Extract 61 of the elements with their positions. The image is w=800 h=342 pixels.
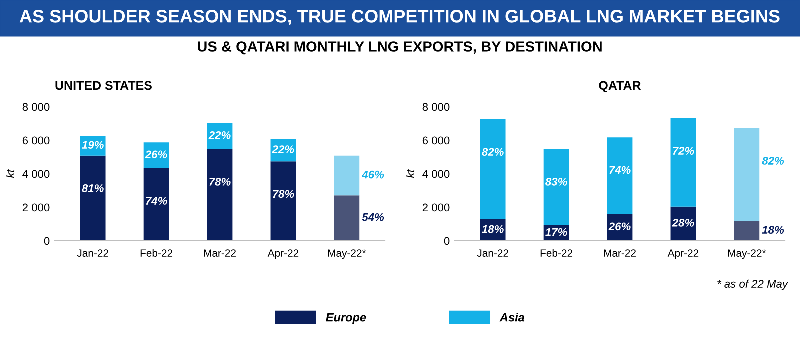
- y-tick-label: 0: [44, 237, 50, 246]
- chart-title: UNITED STATES: [56, 81, 152, 90]
- annotation: 81%: [82, 184, 104, 192]
- annotation: 74%: [610, 166, 631, 174]
- x-tick-label: May-22*: [728, 250, 766, 260]
- y-tick-label: 6 000: [22, 136, 50, 145]
- bar: [607, 138, 633, 214]
- y-tick-label: 8 000: [22, 103, 50, 112]
- y-tick-label: 8 000: [422, 103, 450, 112]
- x-tick-label: Mar-22: [604, 250, 636, 257]
- annotation: 26%: [608, 222, 631, 231]
- x-tick-label: Jan-22: [477, 250, 508, 257]
- x-tick-label: May-22*: [328, 250, 366, 260]
- chart-title: QATAR: [599, 81, 642, 92]
- y-tick-label: 4 000: [22, 170, 50, 178]
- bar: [734, 128, 760, 222]
- annotation: 19%: [82, 141, 104, 150]
- bar: [207, 149, 233, 241]
- bar: [270, 162, 296, 241]
- text: AS SHOULDER SEASON ENDS, TRUE COMPETITION IN GLOBAL LNG MARKET BEGINS: [20, 10, 780, 26]
- annotation: 82%: [762, 157, 784, 165]
- x-tick-label: Jan-22: [77, 250, 108, 257]
- annotation: 78%: [273, 190, 294, 198]
- bar: [544, 149, 570, 226]
- bar: [144, 168, 170, 241]
- text: US & QATARI MONTHLY LNG EXPORTS, BY DESTINATION: [198, 42, 602, 55]
- bar: [334, 196, 360, 241]
- bar: [80, 156, 106, 241]
- annotation: 22%: [272, 146, 294, 154]
- bar: [480, 120, 506, 220]
- y-tick-label: 2 000: [22, 204, 50, 212]
- annotation: 83%: [546, 178, 568, 186]
- y-axis-title: kt: [6, 169, 15, 178]
- y-tick-label: 6 000: [422, 136, 450, 145]
- y-tick-label: 0: [444, 237, 450, 246]
- annotation: 74%: [146, 197, 168, 205]
- annotation: 72%: [673, 147, 694, 156]
- annotation: 28%: [672, 219, 694, 227]
- text: * as of 22 May: [718, 280, 789, 290]
- legend-label: Europe: [326, 314, 366, 324]
- annotation: 18%: [762, 226, 784, 234]
- annotation: 54%: [362, 213, 384, 222]
- x-tick-label: Apr-22: [668, 250, 699, 260]
- bar: [734, 221, 760, 241]
- y-axis-title: kt: [406, 169, 415, 178]
- annotation: 26%: [145, 150, 168, 159]
- y-tick-label: 2 000: [422, 204, 450, 212]
- annotation: 17%: [546, 228, 568, 236]
- x-tick-label: Apr-22: [268, 250, 299, 260]
- x-tick-label: Mar-22: [204, 250, 236, 257]
- bar: [334, 156, 360, 196]
- annotation: 46%: [362, 170, 384, 179]
- annotation: 22%: [208, 132, 231, 140]
- x-tick-label: Feb-22: [140, 249, 173, 257]
- annotation: 82%: [482, 148, 504, 156]
- annotation: 18%: [482, 225, 504, 234]
- annotation: 78%: [210, 178, 231, 186]
- legend-label: Asia: [500, 313, 525, 322]
- bar: [670, 118, 696, 207]
- y-tick-label: 4 000: [422, 170, 450, 178]
- x-tick-label: Feb-22: [540, 249, 573, 257]
